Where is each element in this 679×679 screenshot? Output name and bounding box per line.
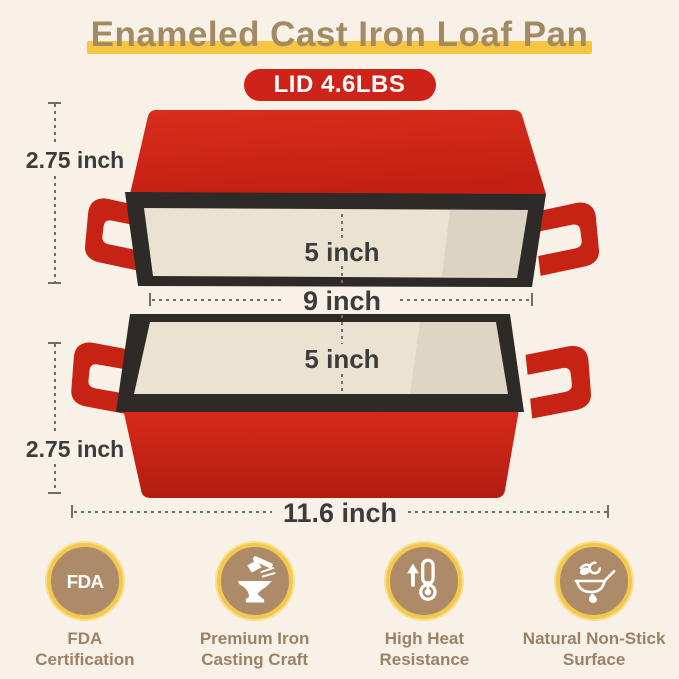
lid-right-handle <box>532 202 599 276</box>
dim-line-pan-height <box>54 464 56 492</box>
loaf-pan-lid-image <box>85 110 599 287</box>
dim-label-overall-length: 11.6 inch <box>282 498 398 528</box>
feature-label: Premium Iron Casting Craft <box>199 629 310 669</box>
dim-line-overall-length <box>408 511 607 513</box>
pan-right-handle <box>525 345 592 419</box>
feature-label: High Heat Resistance <box>379 629 470 669</box>
dim-line-pan-width <box>341 315 343 344</box>
dim-cap <box>48 282 61 284</box>
lid-top-surface <box>130 110 546 194</box>
pan-interior-shadow <box>410 322 508 394</box>
feature-list: FDA FDA Certification <box>0 543 679 670</box>
dim-label-lid-height: 2.75 inch <box>25 147 125 173</box>
dim-cap <box>48 342 61 344</box>
feature-label: FDA Certification <box>35 629 135 669</box>
dim-line-lid-width <box>341 214 343 238</box>
dim-line-lid-width <box>341 266 343 284</box>
dim-cap <box>48 492 61 494</box>
dim-line-inner-length <box>400 299 531 301</box>
fda-badge-icon: FDA <box>46 543 123 619</box>
feature-nonstick: Natural Non-Stick Surface <box>509 543 679 670</box>
dim-cap <box>607 505 609 518</box>
dim-line-lid-height <box>54 176 56 282</box>
dim-line-pan-width <box>341 374 343 394</box>
lid-interior-shadow <box>442 210 528 278</box>
dim-cap <box>71 505 73 518</box>
wok-flame-icon <box>556 543 633 619</box>
lid-enamel-interior <box>144 208 528 278</box>
page-title: Enameled Cast Iron Loaf Pan <box>0 12 679 62</box>
feature-casting: Premium Iron Casting Craft <box>170 543 340 670</box>
dim-line-pan-height <box>54 344 56 432</box>
page-title-text: Enameled Cast Iron Loaf Pan <box>90 15 589 54</box>
loaf-pan-base-image <box>71 314 592 498</box>
pan-enamel-interior <box>134 322 508 394</box>
dim-line-inner-length <box>152 299 283 301</box>
dim-cap <box>149 293 151 306</box>
thermometer-icon <box>386 543 463 619</box>
dim-cap <box>48 102 61 104</box>
title-highlight-bar <box>87 41 592 54</box>
pan-body <box>122 404 520 498</box>
dim-line-lid-height <box>54 104 56 145</box>
feature-label: Natural Non-Stick Surface <box>522 629 666 669</box>
dim-line-overall-length <box>74 511 272 513</box>
feature-heat: High Heat Resistance <box>340 543 510 670</box>
dim-label-lid-width: 5 inch <box>304 237 380 267</box>
dim-label-pan-height: 2.75 inch <box>25 436 125 462</box>
lid-weight-badge: LID 4.6LBS <box>243 69 436 101</box>
dim-label-inner-length: 9 inch <box>302 286 382 316</box>
dim-label-pan-width: 5 inch <box>304 344 380 374</box>
anvil-hammer-icon <box>216 543 293 619</box>
fda-icon-text: FDA <box>67 571 105 592</box>
dim-cap <box>531 293 533 306</box>
feature-fda: FDA FDA Certification <box>0 543 170 670</box>
